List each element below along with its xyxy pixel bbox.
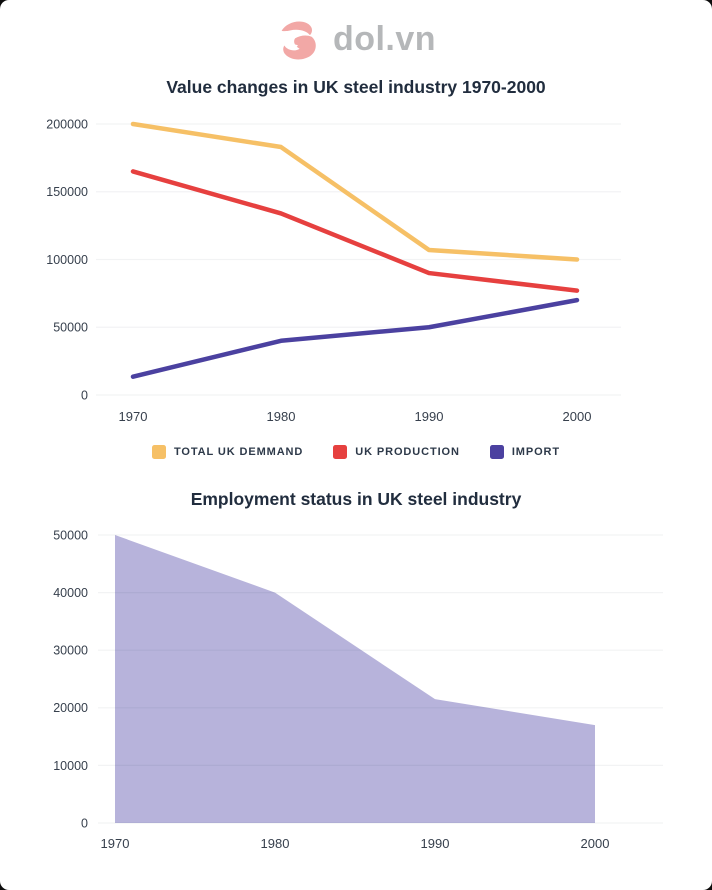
y-axis-tick-label: 0 bbox=[81, 388, 88, 402]
x-axis-tick-label: 2000 bbox=[563, 409, 592, 424]
legend-swatch-icon bbox=[151, 445, 166, 459]
legend-label: IMPORT bbox=[511, 446, 561, 458]
y-axis-tick-label: 40000 bbox=[53, 586, 88, 600]
legend-swatch-icon bbox=[333, 445, 348, 459]
employment-area-shape bbox=[115, 535, 595, 823]
dol-logo-icon bbox=[281, 20, 316, 59]
y-axis-tick-label: 0 bbox=[81, 816, 88, 830]
series-line-2 bbox=[130, 297, 580, 379]
legend-item-2: IMPORT bbox=[489, 445, 561, 459]
x-axis-tick-label: 1980 bbox=[261, 836, 290, 851]
legend-label: UK PRODUCTION bbox=[355, 446, 460, 458]
y-axis-tick-label: 10000 bbox=[53, 759, 88, 773]
chart2-title: Employment status in UK steel industry bbox=[190, 489, 522, 509]
dol-logo-text: dol.vn bbox=[332, 19, 437, 58]
x-axis-tick-label: 1970 bbox=[119, 409, 148, 424]
chart1-title: Value changes in UK steel industry 1970-… bbox=[166, 77, 546, 97]
x-axis-tick-label: 1970 bbox=[101, 836, 130, 851]
y-axis-tick-label: 150000 bbox=[46, 185, 88, 199]
employment-area-chart: 0 10000 20000 30000 40000 50000 1970 1980 1990 20… bbox=[53, 528, 663, 851]
series-line-0 bbox=[130, 121, 580, 262]
y-axis-tick-label: 100000 bbox=[46, 253, 88, 267]
y-axis-tick-label: 20000 bbox=[53, 701, 88, 715]
x-axis-tick-label: 1990 bbox=[421, 836, 450, 851]
x-axis-tick-label: 1980 bbox=[267, 409, 296, 424]
chart1-legend: TOTAL UK DEMMAND UK PRODUCTION IMPORT bbox=[0, 444, 712, 460]
legend-label: TOTAL UK DEMMAND bbox=[173, 446, 304, 458]
y-axis-tick-label: 50000 bbox=[53, 321, 88, 335]
x-axis-tick-label: 2000 bbox=[581, 836, 610, 851]
legend-item-1: UK PRODUCTION bbox=[333, 445, 460, 459]
y-axis-tick-label: 30000 bbox=[53, 644, 88, 658]
dol-logo: dol.vn bbox=[0, 14, 712, 64]
legend-item-0: TOTAL UK DEMMAND bbox=[151, 445, 304, 459]
y-axis-tick-label: 200000 bbox=[46, 117, 88, 131]
x-axis-tick-label: 1990 bbox=[415, 409, 444, 424]
series-line-1 bbox=[130, 169, 580, 293]
legend-swatch-icon bbox=[489, 445, 504, 459]
y-axis-tick-label: 50000 bbox=[53, 528, 88, 542]
value-changes-line-chart: 0 50000 100000 150000 200000 1970 1980 1990 2000 bbox=[46, 117, 621, 424]
